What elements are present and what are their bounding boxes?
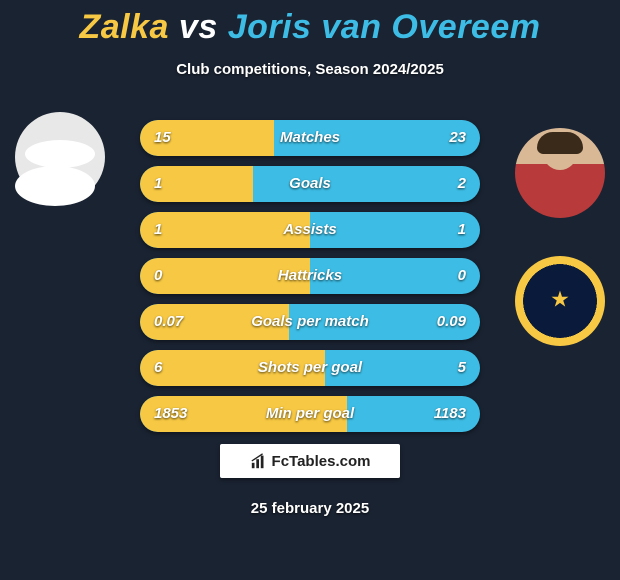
stat-row: 1Goals2: [140, 166, 480, 202]
subtitle: Club competitions, Season 2024/2025: [0, 61, 620, 78]
stat-label: Assists: [140, 212, 480, 248]
stat-value-player2: 0.09: [437, 304, 466, 340]
stat-row: 15Matches23: [140, 120, 480, 156]
stat-label: Matches: [140, 120, 480, 156]
stat-value-player2: 5: [458, 350, 466, 386]
stat-value-player2: 1183: [434, 396, 466, 432]
player1-name: Zalka: [80, 8, 169, 46]
stat-value-player2: 1: [458, 212, 466, 248]
club-logo-star: ★: [550, 287, 570, 313]
stat-row: 1Assists1: [140, 212, 480, 248]
stat-value-player2: 0: [458, 258, 466, 294]
stat-label: Goals: [140, 166, 480, 202]
player1-club-logo-placeholder: [15, 166, 95, 206]
vs-text: vs: [179, 8, 218, 46]
player2-name: Joris van Overeem: [228, 8, 541, 46]
stat-value-player2: 2: [458, 166, 466, 202]
date-text: 25 february 2025: [0, 500, 620, 517]
player2-photo: [515, 128, 605, 218]
stat-label: Hattricks: [140, 258, 480, 294]
stat-row: 1853Min per goal1183: [140, 396, 480, 432]
brand-icon: [250, 452, 268, 470]
brand-text: FcTables.com: [272, 453, 371, 470]
stats-container: 15Matches231Goals21Assists10Hattricks00.…: [140, 120, 480, 442]
player2-club-logo: ★: [515, 256, 605, 346]
stat-label: Goals per match: [140, 304, 480, 340]
stat-row: 0Hattricks0: [140, 258, 480, 294]
stat-value-player2: 23: [449, 120, 466, 156]
brand-badge: FcTables.com: [220, 444, 400, 478]
stat-label: Min per goal: [140, 396, 480, 432]
stat-label: Shots per goal: [140, 350, 480, 386]
stat-row: 0.07Goals per match0.09: [140, 304, 480, 340]
stat-row: 6Shots per goal5: [140, 350, 480, 386]
comparison-title: Zalka vs Joris van Overeem: [0, 0, 620, 47]
